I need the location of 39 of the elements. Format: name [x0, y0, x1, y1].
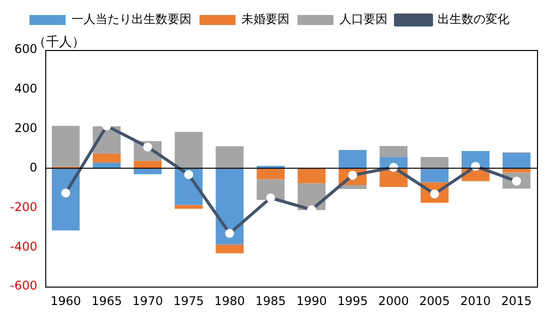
x-tick-label: 1985	[255, 294, 286, 308]
bar	[420, 168, 448, 182]
bar	[502, 152, 530, 168]
bar	[92, 153, 121, 162]
y-tick-label: 200	[14, 120, 38, 135]
bar	[338, 150, 367, 168]
y-tick-label: -600	[10, 278, 38, 293]
bar	[298, 168, 326, 184]
x-tick-label: 2015	[501, 294, 532, 308]
bar	[216, 168, 244, 244]
y-tick-label: -400	[10, 239, 38, 254]
bar	[52, 168, 80, 230]
bar	[420, 157, 448, 168]
x-tick-label: 1980	[214, 294, 245, 308]
x-tick-label: 1970	[132, 294, 163, 308]
bar	[52, 126, 80, 167]
legend-label: 出生数の変化	[438, 12, 510, 26]
y-tick-label: -200	[10, 200, 38, 214]
legend-label: 未婚要因	[242, 12, 290, 26]
x-tick-label: 1965	[91, 294, 122, 308]
x-tick-label: 2000	[378, 294, 409, 308]
x-tick-label: 2005	[419, 294, 450, 308]
bar	[338, 185, 367, 190]
x-tick-label: 1995	[337, 294, 368, 308]
legend-label: 人口要因	[340, 12, 388, 26]
bar	[380, 146, 408, 157]
bar	[216, 146, 244, 168]
x-tick-label: 2010	[460, 294, 491, 308]
y-tick-label: 400	[14, 82, 38, 96]
legend-label: 一人当たり出生数要因	[72, 12, 192, 26]
bar	[92, 162, 121, 168]
bar	[134, 160, 162, 168]
x-tick-label: 1990	[296, 294, 327, 308]
bar	[256, 168, 285, 180]
bar	[216, 244, 244, 254]
bar	[174, 132, 203, 168]
y-tick-label: 0	[30, 160, 38, 174]
x-tick-label: 1960	[50, 294, 81, 308]
x-tick-label: 1975	[173, 294, 204, 308]
